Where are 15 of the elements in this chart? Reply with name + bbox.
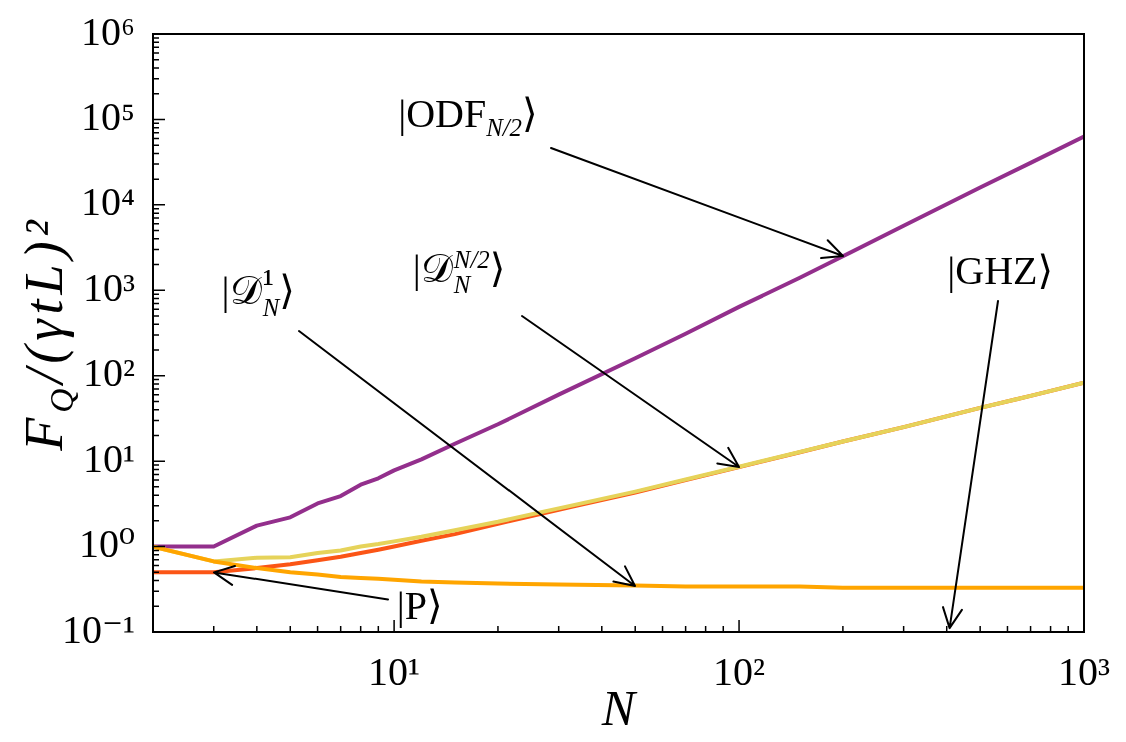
x-tick-label: 10¹ [368,648,421,694]
x-axis-title: N [601,679,636,736]
y-tick-label: 10⁵ [81,93,135,139]
annotation: |P⟩ [396,583,443,629]
y-tick-label: 10⁰ [78,521,135,567]
x-tick-label: 10² [713,648,766,694]
y-tick-label: 10¹ [83,435,135,481]
y-tick-label: 10⁴ [81,179,135,225]
y-tick-label: 10⁶ [81,8,135,54]
x-tick-label: 10³ [1058,648,1110,694]
annotation: |ODF$_{N/2}$⟩ [398,91,538,142]
y-tick-label: 10³ [83,264,135,310]
y-tick-label: 10² [83,350,135,396]
y-tick-label: 10⁻¹ [61,606,135,652]
annotation: |GHZ⟩ [947,248,1054,294]
